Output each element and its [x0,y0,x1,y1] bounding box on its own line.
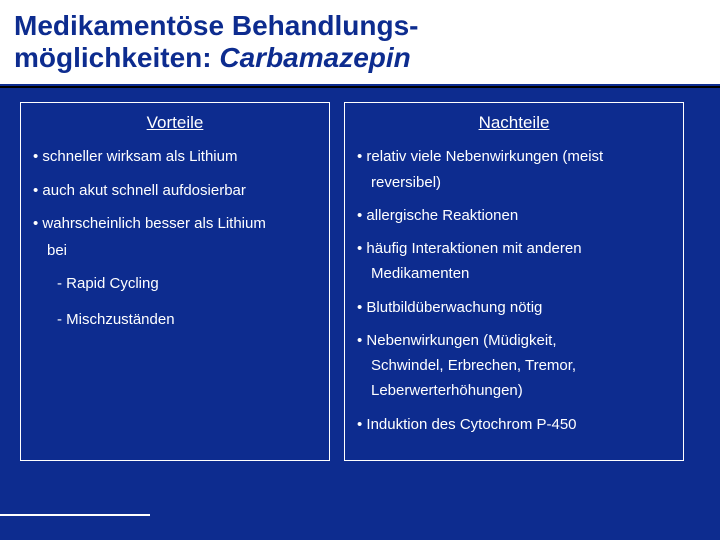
advantage-item: • auch akut schnell aufdosierbar [33,179,317,202]
content-area: Vorteile • schneller wirksam als Lithium… [0,88,720,461]
title-line-1: Medikamentöse Behandlungs- [14,10,419,41]
disadvantage-item: • Nebenwirkungen (Müdigkeit, [357,329,671,352]
disadvantages-box: Nachteile • relativ viele Nebenwirkungen… [344,102,684,461]
disadvantage-item-cont: Medikamenten [371,262,671,285]
disadvantages-header: Nachteile [357,113,671,133]
disadvantage-item: • Blutbildüberwachung nötig [357,296,671,319]
disadvantage-item: • relativ viele Nebenwirkungen (meist [357,145,671,168]
slide: Medikamentöse Behandlungs- möglichkeiten… [0,0,720,540]
advantage-subitem: - Rapid Cycling [57,272,317,295]
disadvantage-item-cont: Schwindel, Erbrechen, Tremor, [371,354,671,377]
footer-accent-line [0,514,150,516]
advantage-subitem: - Mischzuständen [57,308,317,331]
advantage-item-cont: bei [47,239,317,262]
advantages-box: Vorteile • schneller wirksam als Lithium… [20,102,330,461]
disadvantage-item: • allergische Reaktionen [357,204,671,227]
slide-title: Medikamentöse Behandlungs- möglichkeiten… [14,10,706,74]
disadvantage-item-cont: Leberwerterhöhungen) [371,379,671,402]
title-line-2b: Carbamazepin [219,42,410,73]
advantage-item: • wahrscheinlich besser als Lithium [33,212,317,235]
title-line-2a: möglichkeiten: [14,42,219,73]
advantages-header: Vorteile [33,113,317,133]
title-bar: Medikamentöse Behandlungs- möglichkeiten… [0,0,720,84]
disadvantage-item: • Induktion des Cytochrom P-450 [357,413,671,436]
advantage-item: • schneller wirksam als Lithium [33,145,317,168]
disadvantage-item-cont: reversibel) [371,171,671,194]
disadvantage-item: • häufig Interaktionen mit anderen [357,237,671,260]
